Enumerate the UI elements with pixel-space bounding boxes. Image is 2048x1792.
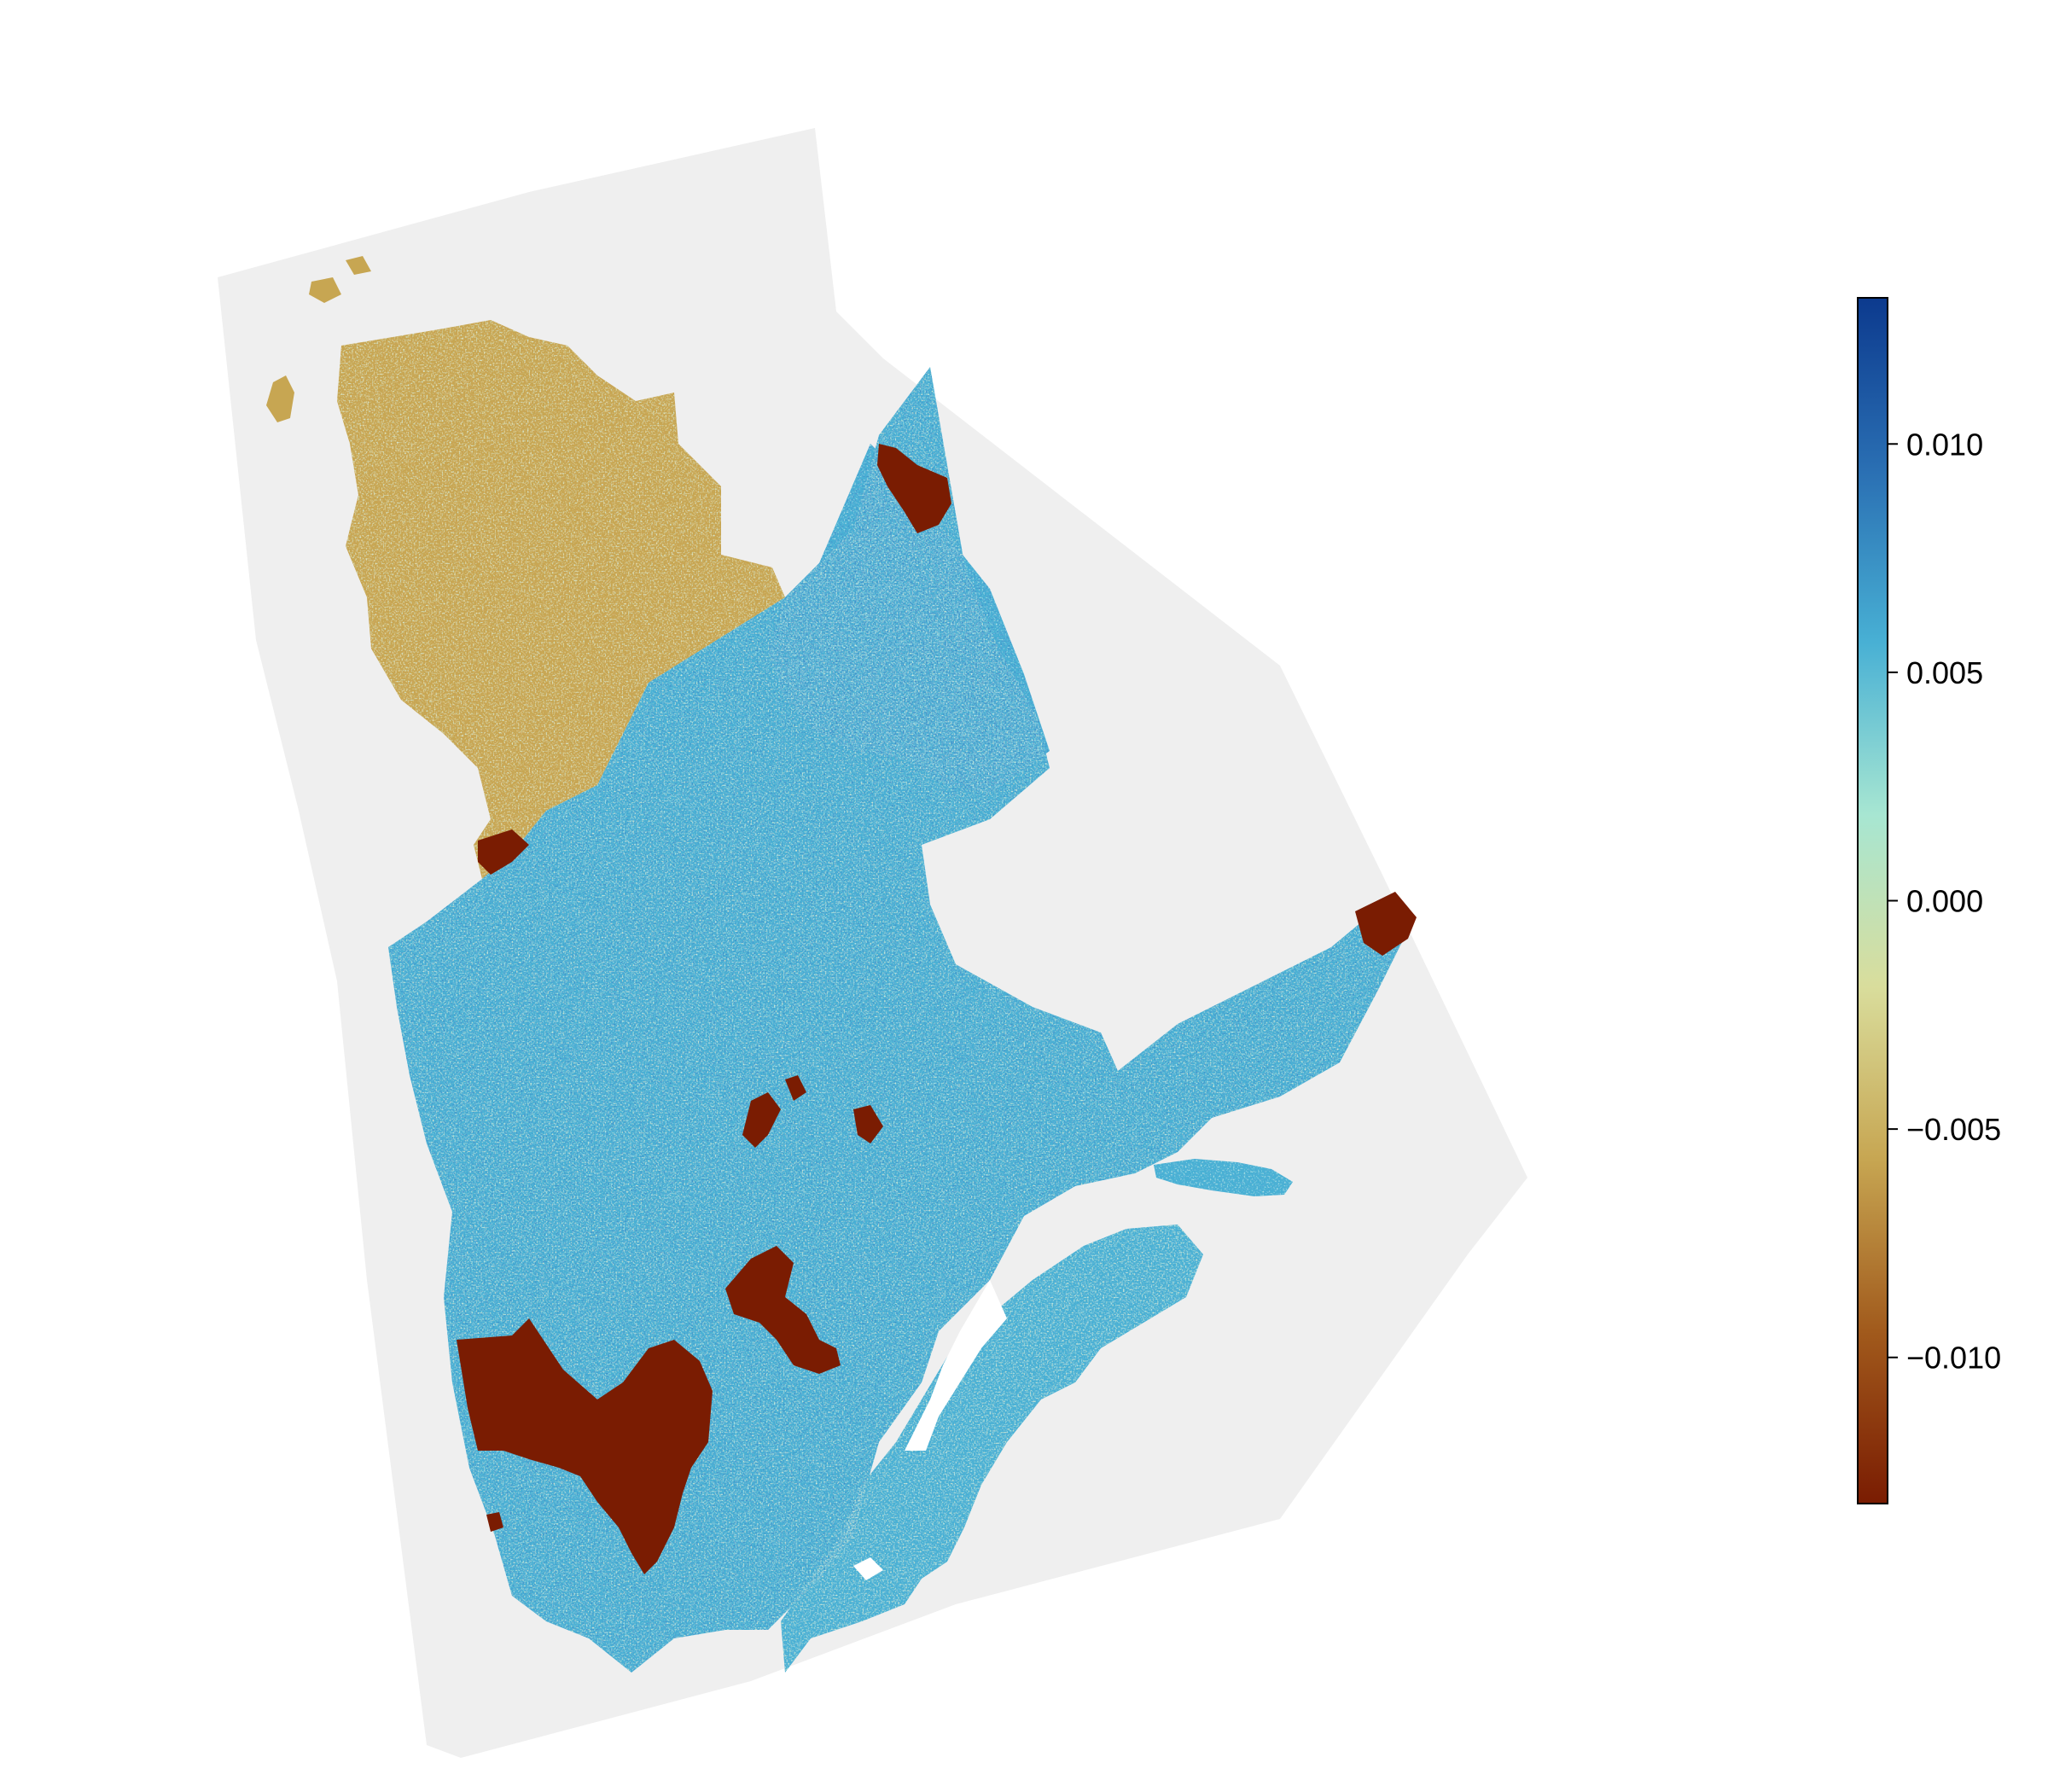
colorbar-ticks: 0.010 0.005 0.000 −0.005 −0.010 [1888, 427, 2001, 1376]
colorbar-tick-label: 0.010 [1906, 427, 1983, 462]
colorbar-gradient [1857, 297, 1888, 1504]
negative-patches [457, 444, 1417, 1574]
st-lawrence-river [905, 1280, 1007, 1451]
patch-north-west [478, 829, 529, 875]
patch-southwest [457, 1318, 713, 1574]
patch-north-east-small [877, 444, 951, 533]
patch-central-east [725, 1246, 841, 1374]
colorbar-tick-label: −0.005 [1906, 1112, 2001, 1147]
region-islands [266, 256, 371, 422]
patch-central-small [742, 1075, 883, 1148]
water-areas [853, 1280, 1007, 1580]
colorbar-tick-label: 0.005 [1906, 655, 1983, 690]
patch-labrador-tip [1355, 892, 1417, 956]
colorbar-tick-label: −0.010 [1906, 1341, 2001, 1376]
patch-far-south [486, 1512, 503, 1532]
lake-st-jean [853, 1557, 883, 1580]
colorbar-tick-label: 0.000 [1906, 884, 1983, 919]
